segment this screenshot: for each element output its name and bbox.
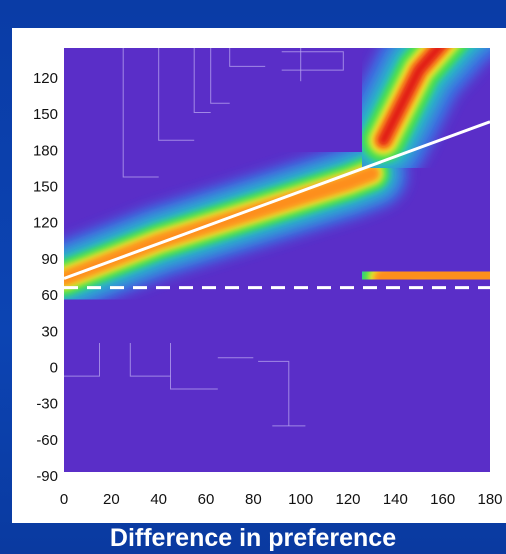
x-tick-label: 180 [477, 491, 502, 508]
y-tick-label: 0 [50, 359, 58, 376]
bracket-lines [64, 48, 344, 427]
bracket-line [64, 343, 100, 377]
y-tick-label: -90 [36, 468, 58, 485]
y-tick-label: 90 [41, 251, 58, 268]
regression-line [64, 120, 490, 280]
bracket-line [193, 48, 211, 113]
density-band-upper-level-6 [378, 48, 446, 146]
x-tick-label: 140 [383, 491, 408, 508]
y-tick-label: 150 [33, 179, 58, 196]
bracket-line [258, 360, 290, 426]
x-tick-label: 100 [288, 491, 313, 508]
x-tick-label: 0 [60, 491, 68, 508]
x-tick-label: 80 [245, 491, 262, 508]
y-tick-label: 60 [41, 287, 58, 304]
y-tick-label: 120 [33, 70, 58, 87]
bracket-line [129, 343, 171, 377]
heatmap-chart: 120 150 180 150 120 90 60 30 0 -30 -60 -90 0 20 40 60 8… [33, 48, 503, 508]
y-tick-label: 30 [41, 323, 58, 340]
y-tick-label: -60 [36, 432, 58, 449]
density-band-lower-level-5 [373, 262, 490, 289]
bracket-line [170, 343, 218, 390]
bracket-line [122, 48, 159, 178]
y-tick-label: -30 [36, 396, 58, 413]
x-tick-label: 40 [150, 491, 167, 508]
x-tick-label: 20 [103, 491, 120, 508]
y-tick-label: 180 [33, 142, 58, 159]
x-axis-ticks: 0 20 40 60 80 100 120 140 160 180 [60, 491, 503, 508]
chart-panel: 120 150 180 150 120 90 60 30 0 -30 -60 -90 0 20 40 60 8… [12, 28, 506, 523]
y-tick-label: 150 [33, 106, 58, 123]
y-tick-label: 120 [33, 215, 58, 232]
x-tick-label: 60 [198, 491, 215, 508]
bracket-line [158, 48, 195, 141]
y-axis-ticks: 120 150 180 150 120 90 60 30 0 -30 -60 -90 [33, 70, 58, 485]
bracket-line [210, 48, 230, 104]
bracket-line [281, 51, 344, 71]
x-tick-label: 120 [335, 491, 360, 508]
bracket-line [229, 48, 266, 67]
reference-lines [64, 120, 490, 290]
x-axis-label: Difference in preference [109, 524, 397, 552]
x-tick-label: 160 [430, 491, 455, 508]
